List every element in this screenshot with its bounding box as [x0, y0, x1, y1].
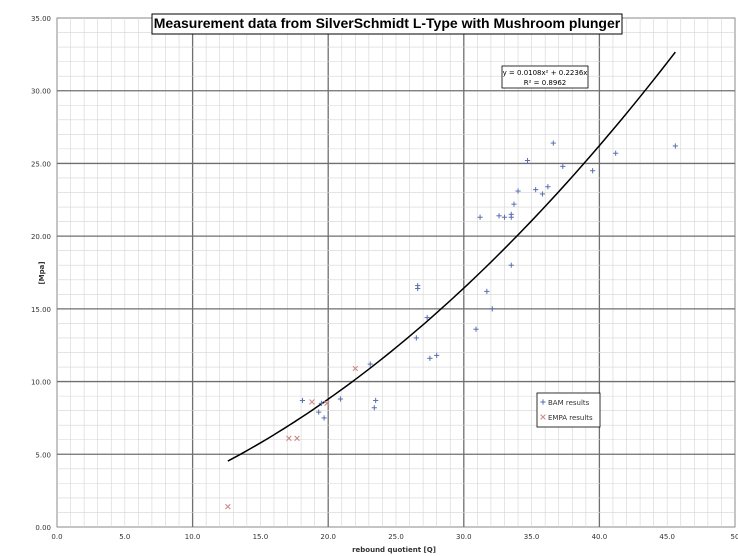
legend-bam-marker [540, 399, 546, 405]
bam-point [373, 397, 379, 404]
grid [56, 17, 736, 528]
bam-point [515, 188, 521, 194]
bam-point [508, 262, 514, 268]
bam-point [316, 409, 322, 415]
legend-plus-icon [540, 399, 546, 405]
bam-point [501, 214, 508, 220]
legend: BAM results EMPA results [536, 392, 601, 428]
bam-point [415, 285, 421, 292]
bam-point [367, 361, 373, 367]
trendline-equation: y = 0.0108x² + 0.2236x [503, 69, 588, 77]
y-axis-tick-labels: 0.00 5.00 10.00 15.00 20.00 25.00 30.00 35.00 [31, 15, 51, 532]
bam-point [413, 335, 419, 341]
bam-point [434, 352, 440, 358]
legend-cross-icon [540, 414, 546, 420]
x-tick-label: 50 [731, 533, 738, 541]
bam-point [489, 306, 495, 312]
x-tick-label: 0.0 [51, 533, 62, 541]
bam-point [539, 191, 546, 197]
bam-point [337, 396, 344, 402]
bam-point [477, 214, 483, 220]
bam-point [427, 355, 433, 361]
bam-point [496, 213, 502, 219]
bam-point [545, 184, 551, 190]
empa-point [294, 435, 300, 442]
bam-point [424, 314, 430, 321]
chart-title: Measurement data from SilverSchmidt L-Ty… [154, 15, 621, 31]
y-tick-label: 10.00 [31, 379, 51, 387]
x-tick-label: 35.0 [524, 533, 540, 541]
bam-point [508, 214, 514, 220]
y-tick-label: 15.00 [31, 306, 51, 314]
bam-point [371, 405, 377, 411]
y-tick-label: 0.00 [35, 524, 51, 532]
bam-point [473, 326, 479, 332]
bam-point [560, 163, 566, 169]
trendline [227, 51, 676, 462]
trendline-r-squared: R² = 0.8962 [524, 79, 566, 87]
x-axis-tick-labels: 0.0 5.0 10.0 15.0 20.0 25.0 30.0 35.0 40.0 45.0 50 [51, 533, 738, 541]
empa-point [352, 365, 359, 372]
bam-point [299, 397, 306, 404]
y-tick-label: 30.00 [31, 88, 51, 96]
y-tick-label: 25.00 [31, 160, 51, 168]
y-tick-label: 35.00 [31, 15, 51, 23]
y-tick-label: 20.00 [31, 233, 51, 241]
x-tick-label: 15.0 [253, 533, 269, 541]
trendline-equation-box: y = 0.0108x² + 0.2236x R² = 0.8962 [501, 65, 589, 89]
legend-empa-marker [540, 414, 546, 420]
chart-title-box: Measurement data from SilverSchmidt L-Ty… [151, 13, 623, 35]
bam-point [550, 140, 556, 146]
empa-point [324, 400, 330, 407]
y-tick-label: 5.00 [35, 451, 51, 459]
legend-bam-label: BAM results [548, 399, 590, 407]
x-tick-label: 40.0 [592, 533, 608, 541]
x-tick-label: 25.0 [388, 533, 404, 541]
data-points [225, 140, 678, 510]
y-axis-title: [Mpa] [38, 261, 46, 284]
bam-point [511, 201, 517, 207]
empa-point [309, 399, 315, 405]
x-tick-label: 5.0 [119, 533, 130, 541]
x-tick-label: 45.0 [659, 533, 675, 541]
x-tick-label: 10.0 [185, 533, 201, 541]
bam-point [318, 400, 325, 406]
x-tick-label: 20.0 [320, 533, 336, 541]
bam-point [613, 150, 619, 156]
empa-point [225, 503, 231, 510]
x-axis-title: rebound quotient [Q] [352, 546, 436, 554]
legend-empa-label: EMPA results [548, 414, 593, 422]
bam-point [672, 143, 678, 149]
bam-point [321, 415, 327, 421]
x-tick-label: 30.0 [456, 533, 472, 541]
bam-point [524, 157, 531, 164]
bam-point [533, 187, 539, 193]
bam-point [590, 168, 596, 174]
empa-point [286, 435, 292, 442]
bam-point [484, 288, 490, 295]
